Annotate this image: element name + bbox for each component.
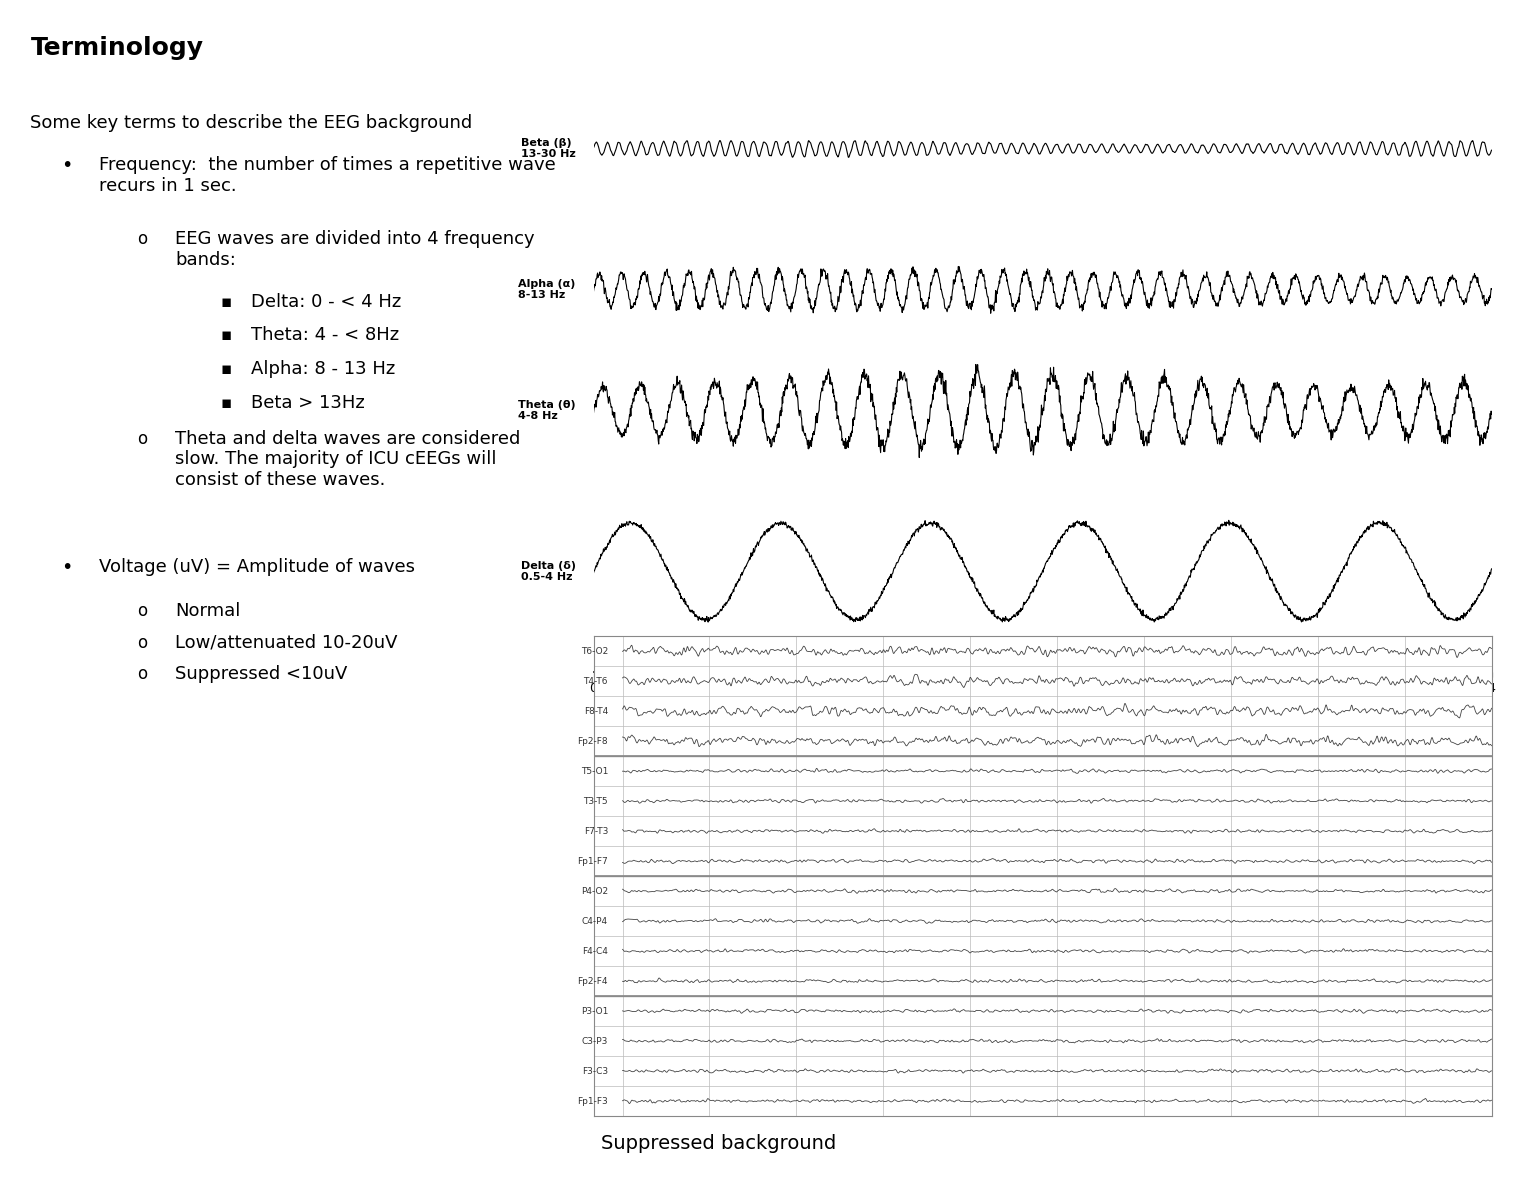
Text: Frequency:  the number of times a repetitive wave
recurs in 1 sec.: Frequency: the number of times a repetit…: [99, 156, 556, 194]
Text: o: o: [137, 634, 148, 652]
Text: o: o: [137, 602, 148, 620]
Text: F4-C4: F4-C4: [583, 947, 609, 955]
Text: Normal: Normal: [175, 602, 240, 620]
Text: Voltage (uV) = Amplitude of waves: Voltage (uV) = Amplitude of waves: [99, 558, 416, 576]
X-axis label: Time (Secs.): Time (Secs.): [1000, 701, 1085, 714]
Text: C3-P3: C3-P3: [581, 1037, 609, 1045]
Text: Suppressed background: Suppressed background: [601, 1134, 837, 1153]
Text: Some key terms to describe the EEG background: Some key terms to describe the EEG backg…: [30, 114, 473, 132]
Text: Suppressed <10uV: Suppressed <10uV: [175, 665, 347, 683]
Text: •: •: [61, 156, 72, 175]
Text: Fp1-F7: Fp1-F7: [577, 857, 609, 865]
Text: ▪: ▪: [221, 360, 231, 378]
Text: F3-C3: F3-C3: [581, 1067, 609, 1075]
Text: Delta (δ)
0.5-4 Hz: Delta (δ) 0.5-4 Hz: [521, 560, 575, 582]
Text: T6-O2: T6-O2: [581, 647, 609, 655]
Text: Beta (β)
13-30 Hz: Beta (β) 13-30 Hz: [521, 138, 575, 160]
Text: Theta: 4 - < 8Hz: Theta: 4 - < 8Hz: [251, 326, 399, 344]
Text: F8-T4: F8-T4: [584, 707, 609, 715]
Text: Delta: 0 - < 4 Hz: Delta: 0 - < 4 Hz: [251, 293, 402, 311]
Text: o: o: [137, 230, 148, 248]
Text: Alpha (α)
8-13 Hz: Alpha (α) 8-13 Hz: [519, 278, 575, 300]
Text: Fp2-F8: Fp2-F8: [577, 737, 609, 745]
Text: EEG waves are divided into 4 frequency
bands:: EEG waves are divided into 4 frequency b…: [175, 230, 534, 269]
Text: Beta > 13Hz: Beta > 13Hz: [251, 394, 365, 412]
Text: P4-O2: P4-O2: [581, 887, 609, 895]
Text: Theta and delta waves are considered
slow. The majority of ICU cEEGs will
consis: Theta and delta waves are considered slo…: [175, 430, 521, 490]
Text: T4-T6: T4-T6: [583, 677, 609, 685]
Text: Alpha: 8 - 13 Hz: Alpha: 8 - 13 Hz: [251, 360, 396, 378]
Text: Theta (θ)
4-8 Hz: Theta (θ) 4-8 Hz: [517, 400, 575, 421]
Text: Fp1-F3: Fp1-F3: [577, 1097, 609, 1105]
Text: Terminology: Terminology: [30, 36, 204, 60]
Text: ▪: ▪: [221, 394, 231, 412]
Text: Fp2-F4: Fp2-F4: [577, 977, 609, 985]
Text: ▪: ▪: [221, 293, 231, 311]
Text: C4-P4: C4-P4: [581, 917, 609, 925]
Text: T5-O1: T5-O1: [581, 767, 609, 775]
Text: F7-T3: F7-T3: [584, 827, 609, 835]
Text: P3-O1: P3-O1: [581, 1007, 609, 1015]
Text: ▪: ▪: [221, 326, 231, 344]
Text: Low/attenuated 10-20uV: Low/attenuated 10-20uV: [175, 634, 397, 652]
Text: o: o: [137, 665, 148, 683]
Text: o: o: [137, 430, 148, 448]
Text: •: •: [61, 558, 72, 577]
Text: T3-T5: T3-T5: [583, 797, 609, 805]
